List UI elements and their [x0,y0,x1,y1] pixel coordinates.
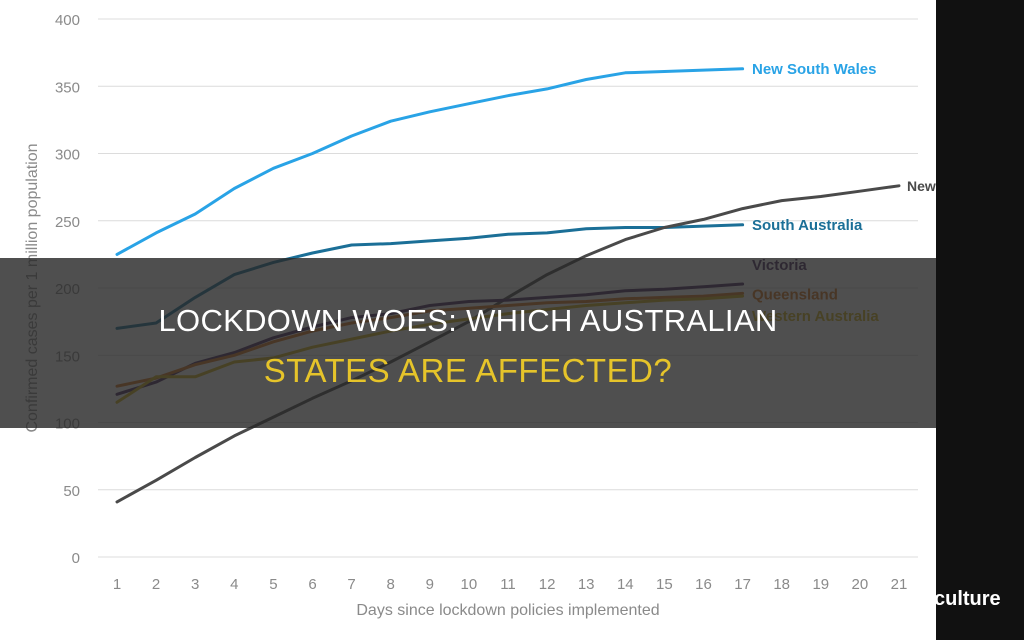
x-tick-label: 18 [773,576,790,593]
y-tick-label: 350 [55,79,80,96]
y-tick-label: 400 [55,12,80,29]
y-tick-label: 0 [72,550,80,567]
x-tick-label: 10 [461,576,478,593]
x-tick-label: 12 [539,576,556,593]
series-line [115,67,745,256]
series-label: New South Wales [752,61,876,78]
brand-strip [936,0,1024,640]
y-tick-label: 300 [55,147,80,164]
x-tick-label: 3 [191,576,199,593]
x-tick-label: 9 [426,576,434,593]
x-tick-label: 8 [387,576,395,593]
banner-title-line-1: LOCKDOWN WOES: WHICH AUSTRALIAN [158,303,778,338]
x-tick-label: 21 [891,576,908,593]
brand-logo-text: culture [934,588,1001,610]
x-tick-label: 14 [617,576,634,593]
x-tick-label: 6 [308,576,316,593]
y-tick-label: 250 [55,214,80,231]
x-tick-label: 13 [578,576,595,593]
x-tick-label: 11 [500,576,516,593]
x-tick-label: 2 [152,576,160,593]
series-label: South Australia [752,217,863,234]
x-tick-label: 19 [812,576,829,593]
x-tick-label: 5 [269,576,277,593]
x-axis-label: Days since lockdown policies implemented [356,602,659,619]
x-tick-label: 16 [695,576,712,593]
y-tick-label: 50 [63,483,80,500]
x-tick-label: 20 [852,576,869,593]
x-tick-label: 4 [230,576,238,593]
x-tick-label: 17 [734,576,751,593]
x-tick-label: 15 [656,576,673,593]
title-banner [0,258,936,428]
x-tick-label: 1 [113,576,121,593]
banner-title-line-2: STATES ARE AFFECTED? [263,352,673,389]
x-tick-label: 7 [347,576,355,593]
